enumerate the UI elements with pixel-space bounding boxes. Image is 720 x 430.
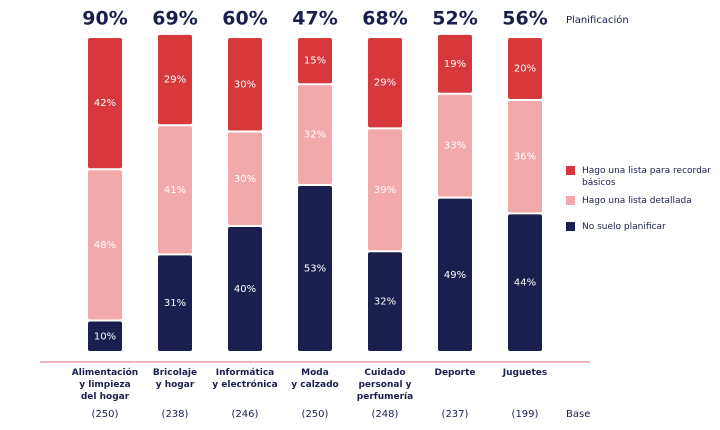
bar-segment xyxy=(228,132,262,225)
legend-item: Hago una lista para recordar básicos xyxy=(566,165,716,189)
bar-segment xyxy=(368,38,402,128)
bar-segment xyxy=(368,129,402,251)
bar-segment xyxy=(158,255,192,351)
total-label: 60% xyxy=(222,8,267,30)
total-label: 90% xyxy=(82,8,127,30)
category-line: y limpieza xyxy=(79,380,131,390)
value-label: 30% xyxy=(234,174,256,185)
category-label: Informática y electrónica xyxy=(212,368,277,390)
bar-segment xyxy=(158,126,192,254)
bar-segment xyxy=(508,38,542,99)
category-line: y hogar xyxy=(156,380,195,390)
base-value: (248) xyxy=(372,409,399,420)
bar-segment xyxy=(228,38,262,131)
value-label: 44% xyxy=(514,278,536,289)
total-label: 69% xyxy=(152,8,197,30)
base-value: (250) xyxy=(92,409,119,420)
value-label: 30% xyxy=(234,79,256,90)
value-label: 42% xyxy=(94,98,116,109)
legend-swatch xyxy=(566,166,575,175)
value-label: 29% xyxy=(374,78,396,89)
category-line: y calzado xyxy=(291,380,338,390)
category-line: Informática xyxy=(216,368,275,378)
category-line: del hogar xyxy=(81,392,130,402)
category-label: Bricolaje y hogar xyxy=(153,368,197,390)
bar-segment xyxy=(228,227,262,351)
value-label: 32% xyxy=(374,297,396,308)
legend-swatch xyxy=(566,196,575,205)
total-label: 52% xyxy=(432,8,477,30)
category-line: Cuidado xyxy=(364,368,405,378)
category-label: Juguetes xyxy=(502,368,547,378)
value-label: 10% xyxy=(94,331,116,342)
category-line: personal y xyxy=(358,380,411,390)
bar-segment xyxy=(368,252,402,351)
bar-segment xyxy=(88,38,122,169)
legend-label: Hago una lista para recordar básicos xyxy=(582,166,712,188)
legend-item: Hago una lista detallada xyxy=(566,195,716,207)
base-value: (237) xyxy=(442,409,469,420)
category-line: Deporte xyxy=(434,368,475,378)
value-label: 33% xyxy=(444,141,466,152)
header-label: Planificación xyxy=(566,14,629,26)
value-label: 19% xyxy=(444,59,466,70)
value-label: 32% xyxy=(304,130,326,141)
category-label: Alimentación y limpieza del hogar xyxy=(72,367,138,402)
category-line: Bricolaje xyxy=(153,368,197,378)
base-label: Base xyxy=(566,409,590,420)
value-label: 15% xyxy=(304,56,326,67)
bar-segment xyxy=(438,34,472,93)
value-label: 53% xyxy=(304,264,326,275)
category-line: Alimentación xyxy=(72,367,138,378)
bar-segment xyxy=(298,186,332,351)
category-label: Deporte xyxy=(434,368,475,378)
total-label: 47% xyxy=(292,8,337,30)
value-label: 39% xyxy=(374,185,396,196)
legend-label: No suelo planificar xyxy=(582,222,666,232)
value-label: 49% xyxy=(444,270,466,281)
value-label: 29% xyxy=(164,75,186,86)
bar-segment xyxy=(508,101,542,213)
bar-segment xyxy=(158,34,192,125)
value-label: 41% xyxy=(164,185,186,196)
category-line: perfumería xyxy=(357,392,413,402)
bar-segment xyxy=(298,85,332,185)
total-label: 68% xyxy=(362,8,407,30)
legend-swatch xyxy=(566,222,575,231)
value-label: 31% xyxy=(164,298,186,309)
legend-item: No suelo planificar xyxy=(566,221,716,233)
base-value: (238) xyxy=(162,409,189,420)
base-value: (246) xyxy=(232,409,259,420)
category-line: y electrónica xyxy=(212,379,277,390)
bar-segment xyxy=(88,321,122,351)
bar-segment xyxy=(508,214,542,351)
bar-segment xyxy=(88,170,122,320)
value-label: 40% xyxy=(234,284,256,295)
value-label: 36% xyxy=(514,152,536,163)
value-label: 20% xyxy=(514,64,536,75)
base-value: (250) xyxy=(302,409,329,420)
bar-segment xyxy=(438,94,472,197)
base-value: (199) xyxy=(512,409,539,420)
category-label: Moda y calzado xyxy=(291,368,338,390)
value-label: 48% xyxy=(94,240,116,251)
total-label: 56% xyxy=(502,8,547,30)
category-label: Cuidado personal y perfumería xyxy=(357,368,413,402)
legend-label: Hago una lista detallada xyxy=(582,196,692,206)
bar-segment xyxy=(438,198,472,351)
category-line: Moda xyxy=(301,368,329,378)
bar-segment xyxy=(298,38,332,84)
category-line: Juguetes xyxy=(502,368,547,378)
